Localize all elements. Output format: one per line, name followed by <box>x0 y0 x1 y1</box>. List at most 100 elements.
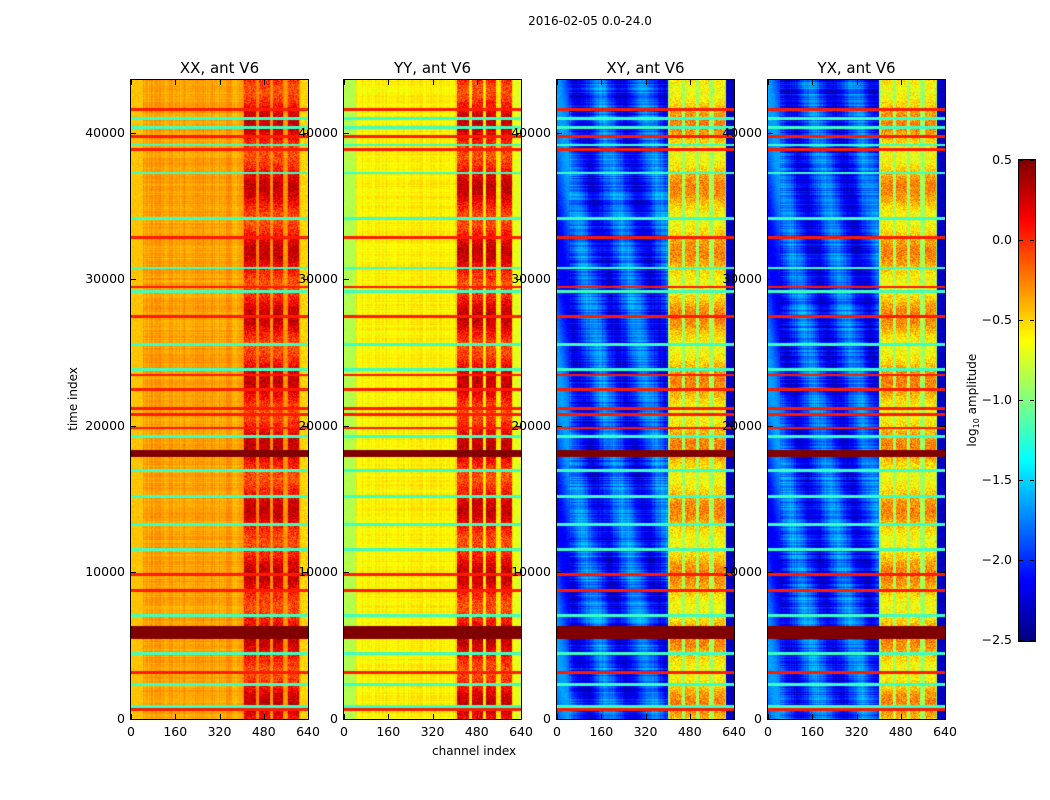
x-tick-mark-top <box>812 80 814 85</box>
colorbar-tick-label: −1.5 <box>981 472 1012 487</box>
heatmap-panel <box>130 79 309 720</box>
y-tick-mark <box>344 279 349 281</box>
y-tick-mark-right <box>729 572 734 574</box>
y-tick-mark-right <box>516 572 521 574</box>
colorbar-label-sub: 10 <box>972 418 982 429</box>
y-tick-mark-right <box>940 719 945 720</box>
x-tick-mark <box>263 714 265 719</box>
colorbar <box>1018 159 1036 642</box>
x-tick-mark <box>476 714 478 719</box>
colorbar-tick-mark <box>1019 640 1023 641</box>
x-tick-mark-top <box>521 80 522 85</box>
x-tick-mark-top <box>219 80 221 85</box>
y-tick-mark <box>131 132 136 134</box>
y-tick-mark <box>557 279 562 281</box>
x-tick-label: 160 <box>589 724 614 739</box>
x-tick-mark <box>812 714 814 719</box>
x-tick-mark <box>308 714 309 719</box>
heatmap-cells <box>131 80 308 719</box>
heatmap-cells <box>557 80 734 719</box>
x-tick-mark <box>344 714 345 719</box>
y-tick-mark-right <box>729 132 734 134</box>
y-tick-mark-right <box>516 719 521 720</box>
x-tick-label: 640 <box>509 724 533 739</box>
x-tick-label: 480 <box>464 724 489 739</box>
x-tick-label: 160 <box>376 724 401 739</box>
colorbar-tick-mark-right <box>1030 560 1034 561</box>
colorbar-tick-mark <box>1019 160 1023 161</box>
x-tick-label: 640 <box>722 724 746 739</box>
colorbar-tick-label: −2.0 <box>981 552 1012 567</box>
x-tick-mark-top <box>557 80 558 85</box>
y-tick-mark <box>768 572 773 574</box>
y-tick-mark-right <box>729 719 734 720</box>
y-tick-mark <box>557 572 562 574</box>
x-tick-mark-top <box>768 80 769 85</box>
x-tick-mark <box>432 714 434 719</box>
x-tick-label: 320 <box>633 724 658 739</box>
y-tick-mark-right <box>729 425 734 427</box>
y-tick-mark-right <box>516 425 521 427</box>
x-tick-mark-top <box>308 80 309 85</box>
y-tick-label: 40000 <box>511 124 551 140</box>
x-tick-mark <box>734 714 735 719</box>
x-tick-label: 0 <box>127 724 135 739</box>
x-tick-mark-top <box>689 80 691 85</box>
x-tick-mark-top <box>945 80 946 85</box>
x-tick-mark-top <box>734 80 735 85</box>
colorbar-tick-mark-right <box>1030 400 1034 401</box>
x-tick-mark <box>768 714 769 719</box>
y-tick-mark-right <box>729 279 734 281</box>
x-axis-label: channel index <box>432 744 517 758</box>
panel-title: XX, ant V6 <box>179 59 260 77</box>
heatmap-panel <box>556 79 735 720</box>
x-tick-label: 0 <box>553 724 561 739</box>
y-tick-mark <box>557 719 562 720</box>
x-tick-mark-top <box>856 80 858 85</box>
x-tick-mark-top <box>344 80 345 85</box>
colorbar-tick-mark <box>1019 560 1023 561</box>
colorbar-tick-mark-right <box>1030 160 1034 161</box>
y-tick-label: 0 <box>543 711 551 726</box>
x-tick-mark <box>521 714 522 719</box>
x-tick-label: 480 <box>677 724 702 739</box>
colorbar-tick-mark <box>1019 400 1023 401</box>
x-tick-mark <box>219 714 221 719</box>
colorbar-tick-mark-right <box>1030 480 1034 481</box>
x-tick-mark-top <box>175 80 177 85</box>
colorbar-tick-mark <box>1019 240 1023 241</box>
y-tick-label: 30000 <box>511 271 551 287</box>
x-tick-mark <box>175 714 177 719</box>
x-tick-mark <box>856 714 858 719</box>
y-tick-mark <box>131 719 136 720</box>
y-tick-label: 30000 <box>298 271 338 287</box>
colorbar-label-tail: amplitude <box>964 353 979 419</box>
x-tick-label: 320 <box>420 724 445 739</box>
heatmap-cells <box>768 80 945 719</box>
y-tick-mark <box>557 425 562 427</box>
y-tick-mark-right <box>940 279 945 281</box>
heatmap-panel <box>343 79 522 720</box>
colorbar-label-main: log <box>964 428 979 447</box>
x-tick-mark-top <box>388 80 390 85</box>
y-tick-label: 10000 <box>722 564 762 580</box>
x-tick-label: 480 <box>888 724 913 739</box>
heatmap-panel <box>767 79 946 720</box>
heatmap-cells <box>344 80 521 719</box>
colorbar-tick-label: −1.0 <box>981 392 1012 407</box>
y-tick-mark-right <box>516 279 521 281</box>
y-tick-label: 40000 <box>298 124 338 140</box>
colorbar-gradient <box>1019 160 1035 641</box>
panel-title: YY, ant V6 <box>393 59 471 77</box>
x-tick-mark-top <box>645 80 647 85</box>
y-tick-mark-right <box>940 572 945 574</box>
x-tick-mark <box>388 714 390 719</box>
x-tick-label: 0 <box>764 724 772 739</box>
y-tick-mark-right <box>303 279 308 281</box>
panel-title: YX, ant V6 <box>817 59 896 77</box>
y-tick-label: 0 <box>117 711 125 726</box>
y-tick-mark <box>768 425 773 427</box>
x-tick-label: 320 <box>207 724 232 739</box>
y-tick-label: 40000 <box>722 124 762 140</box>
colorbar-tick-mark-right <box>1030 320 1034 321</box>
